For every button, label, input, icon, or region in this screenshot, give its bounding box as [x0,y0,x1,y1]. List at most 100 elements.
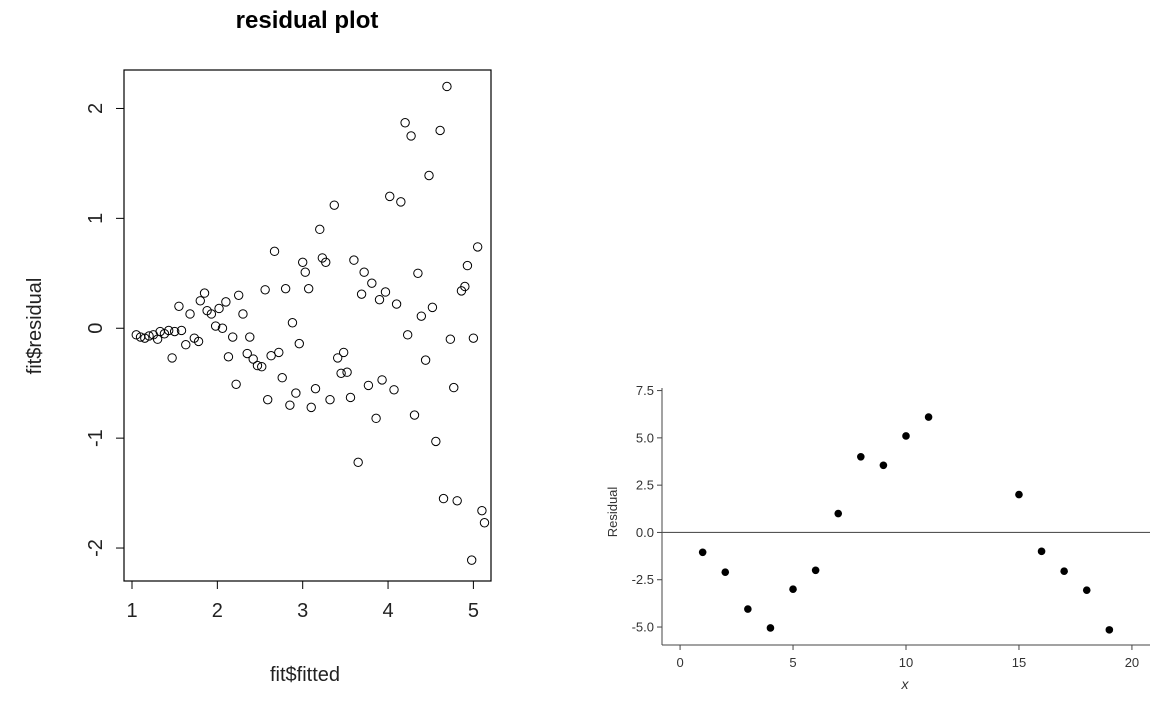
chart2-y-tick-label: 7.5 [636,383,654,398]
chart1-data-point [468,333,479,343]
chart1-data-point [363,380,374,391]
chart2-x-tick-label: 0 [676,655,683,670]
chart1-data-point [164,325,174,336]
chart1-data-point [391,299,402,309]
chart1-data-point [252,360,263,371]
chart1-y-axis: -2 -1 0 1 2 [85,103,124,557]
chart1-data-point [445,334,456,344]
chart2-data-point [698,548,707,557]
chart1-data-point [285,400,295,410]
chart1-y-tick-label: 1 [85,213,107,224]
chart1-data-point [479,518,490,528]
chart1-data-point [452,496,462,506]
chart1-data-point [291,388,301,398]
chart1-data-point [300,267,310,277]
chart2-x-tick-label: 5 [789,655,796,670]
chart1-x-label: fit$fitted [270,664,340,686]
chart1-data-point [303,283,314,294]
chart1-data-point [345,392,356,403]
chart1-data-point [438,493,449,504]
chart1-data-point [131,330,141,340]
chart1-data-point [380,287,391,297]
chart1-data-point [176,325,187,336]
chart2-data-point [879,461,888,470]
chart1-data-point [248,354,258,364]
chart1-title: residual plot [236,7,379,34]
chart1-data-point [409,410,420,420]
chart2-x-label: x [901,676,910,692]
chart2-data-point [924,413,933,421]
chart1-data-point [329,200,339,210]
chart1-data-point [396,197,406,207]
chart1-data-point [287,318,298,328]
chart2-x-tick-label: 20 [1125,655,1139,670]
chart1-data-point [280,283,291,294]
chart2-y-tick-label: 5.0 [636,430,654,445]
chart2-data-point [857,452,865,461]
chart1-data-point [195,296,205,306]
chart1-data-point [199,288,210,298]
chart1-data-point [427,302,438,313]
chart1-data-point [274,347,284,358]
chart1-data-point [217,323,228,333]
chart1-data-point [167,353,177,363]
chart1-data-point [435,125,445,136]
chart-residual-plot: residual plot 1 2 3 4 5 -2 -1 0 1 2 fit$fitted f… [24,7,492,686]
chart2-y-tick-label: -2.5 [632,572,654,587]
chart1-data-point [477,505,487,516]
chart2-x-axis: 0 5 10 15 20 [676,645,1139,670]
chart1-data-point [389,385,399,395]
chart1-data-point [442,81,452,92]
chart2-y-axis: 7.5 5.0 2.5 0.0 -2.5 -5.0 [632,383,662,635]
chart1-data-point [338,347,349,358]
chart2-data-point [902,432,910,440]
chart1-data-point [385,191,395,202]
chart1-data-point [402,330,413,340]
chart1-data-point [413,268,423,279]
chart1-data-point [306,402,316,413]
chart1-data-point [449,382,459,393]
chart1-x-tick-label: 4 [382,600,393,622]
chart1-data-point [353,457,363,468]
chart1-data-point [238,309,248,319]
chart2-data-point [1060,567,1068,576]
chart-residual-vs-x: 0 5 10 15 20 7.5 5.0 2.5 0.0 -2.5 -5.0 x Residual [605,383,1150,692]
chart1-data-point [371,413,381,424]
chart1-data-point [315,224,325,235]
chart2-data-point [1015,490,1023,499]
chart2-y-tick-label: 0.0 [636,525,654,540]
chart2-data-point [1037,547,1046,556]
chart1-data-point [228,332,238,342]
chart1-data-point [377,375,387,385]
chart2-x-tick-label: 15 [1012,655,1026,670]
chart1-x-tick-label: 1 [126,600,137,622]
chart1-data-point [242,348,252,359]
chart1-data-point [420,355,431,365]
chart1-y-tick-label: -1 [85,429,107,447]
chart1-data-point [181,340,191,350]
chart1-data-point [185,309,195,319]
chart1-data-point [223,352,234,362]
chart1-y-tick-label: -2 [85,539,107,557]
chart1-data-point [424,170,434,181]
chart1-data-point [416,311,427,321]
chart1-data-point [260,285,270,295]
chart1-x-tick-label: 5 [468,600,479,622]
chart1-data-point [374,294,385,305]
chart1-data-point [472,242,483,252]
chart1-data-point [342,367,352,377]
chart2-data-point [1105,626,1114,634]
chart1-data-point [221,297,231,307]
chart1-data-point [231,379,241,389]
chart1-data-point [277,372,287,383]
chart1-data-point [269,246,280,257]
chart1-y-label: fit$residual [24,278,46,375]
chart1-data-point [169,326,180,337]
chart1-x-tick-label: 2 [212,600,223,622]
chart2-data-point [744,605,752,613]
chart2-y-tick-label: -5.0 [632,620,654,635]
chart2-y-label: Residual [605,487,620,538]
chart1-data-point [325,394,335,405]
chart1-x-axis: 1 2 3 4 5 [126,581,479,622]
